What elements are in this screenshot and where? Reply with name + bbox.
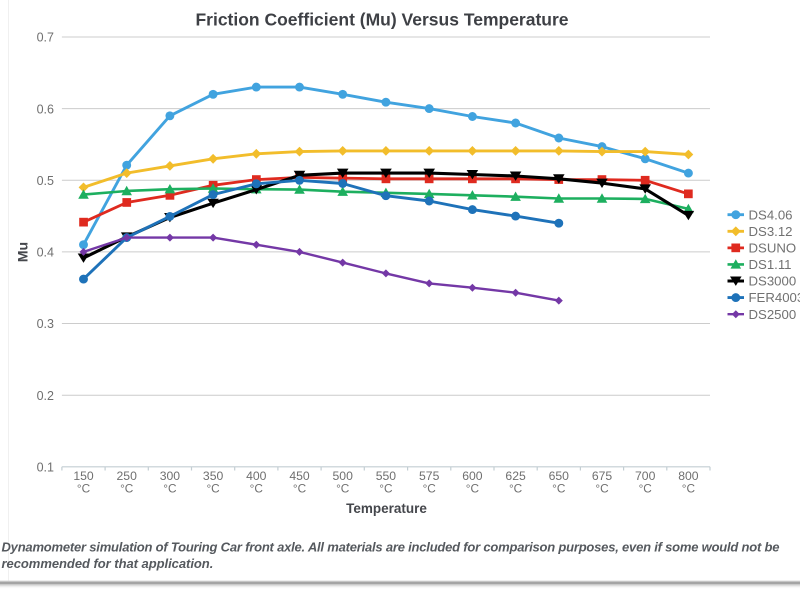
svg-text:0.6: 0.6 <box>37 102 54 116</box>
svg-text:°C: °C <box>206 482 220 496</box>
svg-text:0.7: 0.7 <box>37 31 54 45</box>
svg-text:DS1.11: DS1.11 <box>749 257 792 272</box>
svg-text:300: 300 <box>160 469 181 483</box>
svg-text:350: 350 <box>203 469 224 483</box>
svg-text:Temperature: Temperature <box>346 501 427 516</box>
svg-text:°C: °C <box>509 482 523 496</box>
svg-text:400: 400 <box>246 469 267 483</box>
svg-text:800: 800 <box>678 469 699 483</box>
svg-text:650: 650 <box>549 469 570 483</box>
svg-text:600: 600 <box>462 469 483 483</box>
svg-text:DS4.06: DS4.06 <box>749 207 793 222</box>
svg-text:DSUNO: DSUNO <box>749 241 797 256</box>
svg-text:625: 625 <box>505 469 526 483</box>
svg-text:°C: °C <box>336 482 350 496</box>
svg-text:500: 500 <box>333 469 354 483</box>
svg-text:°C: °C <box>293 482 307 496</box>
svg-text:°C: °C <box>466 482 480 496</box>
svg-text:0.4: 0.4 <box>37 246 54 260</box>
svg-text:°C: °C <box>552 482 566 496</box>
svg-text:Mu: Mu <box>15 242 31 262</box>
svg-text:recommended for that applicati: recommended for that application. <box>2 556 214 571</box>
svg-text:450: 450 <box>289 469 310 483</box>
svg-text:°C: °C <box>682 482 696 496</box>
svg-text:DS3000: DS3000 <box>749 274 797 289</box>
svg-text:675: 675 <box>592 469 613 483</box>
svg-text:550: 550 <box>376 469 397 483</box>
svg-text:°C: °C <box>639 482 653 496</box>
svg-text:°C: °C <box>77 482 91 496</box>
svg-text:0.1: 0.1 <box>37 461 54 475</box>
svg-text:Dynamometer simulation of Tour: Dynamometer simulation of Touring Car fr… <box>2 540 780 555</box>
svg-text:0.3: 0.3 <box>37 317 54 331</box>
svg-text:0.2: 0.2 <box>37 389 54 403</box>
svg-text:°C: °C <box>163 482 177 496</box>
svg-text:575: 575 <box>419 469 440 483</box>
svg-text:250: 250 <box>117 469 138 483</box>
svg-text:0.5: 0.5 <box>37 174 54 188</box>
svg-text:°C: °C <box>595 482 609 496</box>
svg-text:150: 150 <box>73 469 94 483</box>
svg-text:FER4003: FER4003 <box>749 290 800 305</box>
svg-text:°C: °C <box>423 482 437 496</box>
svg-text:°C: °C <box>120 482 134 496</box>
svg-text:DS3.12: DS3.12 <box>749 224 793 239</box>
svg-text:DS2500: DS2500 <box>749 307 797 322</box>
svg-text:Friction Coefficient (Mu) Vers: Friction Coefficient (Mu) Versus Tempera… <box>195 10 568 30</box>
svg-text:°C: °C <box>250 482 264 496</box>
svg-text:700: 700 <box>635 469 656 483</box>
svg-text:°C: °C <box>379 482 393 496</box>
